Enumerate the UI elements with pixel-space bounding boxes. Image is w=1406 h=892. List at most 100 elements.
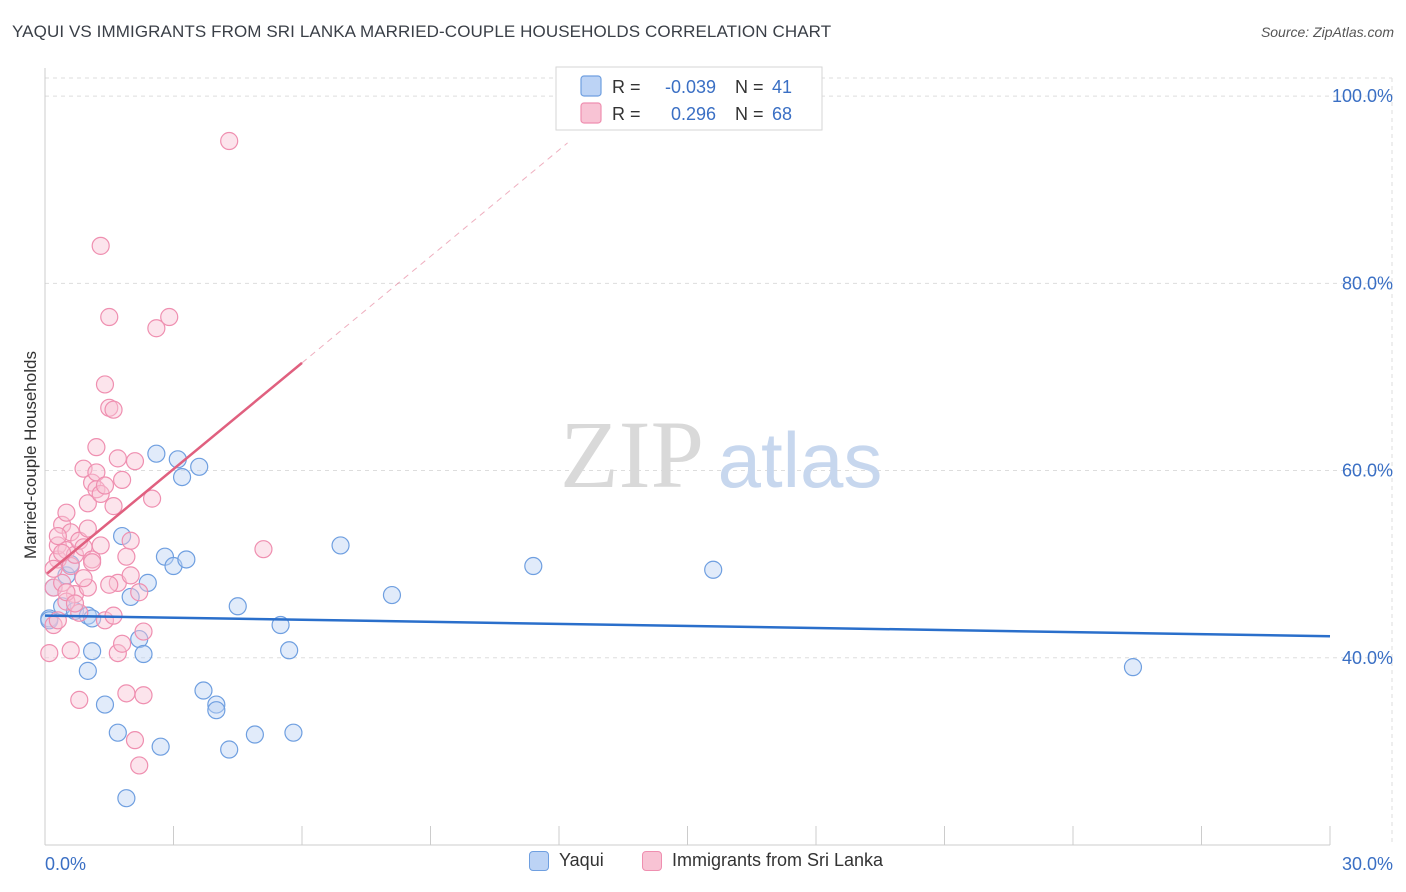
- sri-lanka-point: [74, 569, 93, 588]
- sri-lanka-point: [83, 553, 102, 572]
- legend-item-yaqui[interactable]: Yaqui: [529, 850, 604, 871]
- sri-lanka-point: [87, 438, 106, 457]
- yaqui-point: [190, 457, 209, 476]
- yaqui-point: [271, 615, 290, 635]
- sri-lanka-point: [117, 684, 136, 703]
- sri-lanka-point: [57, 503, 76, 522]
- yaqui-point: [134, 644, 153, 664]
- bottom-legend: Yaqui Immigrants from Sri Lanka: [0, 850, 1406, 880]
- sri-lanka-point: [160, 307, 179, 327]
- sri-lanka-point: [91, 484, 110, 504]
- sri-lanka-point: [220, 131, 239, 151]
- yaqui-point: [121, 587, 140, 607]
- sri-lanka-point: [121, 531, 140, 550]
- legend-item-sri-lanka[interactable]: Immigrants from Sri Lanka: [642, 850, 883, 871]
- yaqui-point: [117, 789, 136, 808]
- sri-lanka-point: [117, 547, 136, 566]
- yaqui-point: [245, 725, 264, 744]
- sri-lanka-point: [53, 543, 72, 563]
- yaqui-point: [524, 556, 543, 576]
- sri-lanka-point: [112, 470, 132, 490]
- watermark-atlas: atlas: [718, 416, 883, 504]
- x-tick-label: 0.0%: [45, 854, 86, 874]
- sri-lanka-point: [40, 643, 59, 663]
- y-tick-label: 100.0%: [1332, 86, 1393, 106]
- sri-lanka-point: [48, 526, 67, 546]
- yaqui-point: [95, 695, 115, 714]
- yaqui-point: [83, 642, 102, 661]
- sri-lanka-point: [134, 622, 153, 641]
- y-axis-label: Married-couple Households: [21, 351, 40, 559]
- yaqui-point: [194, 681, 213, 700]
- y-tick-label: 60.0%: [1342, 461, 1393, 481]
- yaqui-point: [331, 536, 350, 555]
- sri-lanka-point: [87, 463, 106, 482]
- yaqui-point: [228, 597, 247, 616]
- sri-lanka-point: [78, 519, 97, 538]
- sri-lanka-point: [53, 573, 72, 592]
- stats-legend-pink-swatch: [580, 102, 602, 124]
- yaqui-point: [78, 661, 97, 680]
- sri-lanka-point: [130, 583, 149, 602]
- sri-lanka-point: [254, 540, 273, 559]
- sri-lanka-point: [95, 476, 115, 495]
- yaqui-point: [177, 550, 196, 569]
- sri-lanka-trend-line: [46, 361, 303, 575]
- stats-legend-n-value: 68: [772, 104, 792, 124]
- sri-lanka-point: [104, 497, 123, 516]
- legend-swatch-pink: [642, 850, 662, 871]
- watermark-zip: ZIP: [560, 401, 704, 508]
- sri-lanka-trend-line: [301, 142, 568, 364]
- sri-lanka-point: [108, 643, 127, 663]
- yaqui-point: [172, 467, 192, 487]
- sri-lanka-point: [91, 236, 110, 255]
- sri-lanka-point: [100, 575, 119, 594]
- stats-legend-r-label: R =: [612, 104, 641, 124]
- sri-lanka-point: [91, 536, 110, 555]
- sri-lanka-point: [130, 756, 149, 775]
- stats-legend-r-value: 0.296: [671, 104, 716, 124]
- y-tick-label: 80.0%: [1342, 273, 1393, 293]
- sri-lanka-point: [95, 375, 115, 394]
- y-tick-label: 40.0%: [1342, 648, 1393, 668]
- sri-lanka-point: [70, 690, 89, 709]
- yaqui-point: [1123, 658, 1143, 677]
- sri-lanka-point: [78, 494, 97, 513]
- sri-lanka-point: [125, 731, 145, 750]
- stats-legend-n-label: N =: [735, 104, 764, 124]
- sri-lanka-point: [104, 400, 123, 419]
- sri-lanka-point: [100, 307, 119, 327]
- stats-legend-n-label: N =: [735, 77, 764, 97]
- yaqui-point: [704, 560, 723, 579]
- watermark: ZIP atlas: [560, 401, 882, 508]
- yaqui-point: [108, 723, 127, 742]
- yaqui-point: [207, 701, 226, 720]
- sri-lanka-point: [61, 641, 80, 660]
- stats-legend-r-value: -0.039: [665, 77, 716, 97]
- sri-lanka-point: [134, 686, 153, 705]
- chart-title: YAQUI VS IMMIGRANTS FROM SRI LANKA MARRI…: [12, 22, 832, 41]
- tick-labels: 40.0% 60.0% 80.0% 100.0% 0.0% 30.0%: [45, 86, 1393, 874]
- sri-lanka-point: [125, 452, 145, 471]
- stats-legend-blue-swatch: [580, 75, 602, 97]
- yaqui-point: [284, 723, 303, 742]
- axes: [44, 68, 1331, 846]
- yaqui-point: [112, 526, 132, 546]
- sri-lanka-point: [112, 634, 132, 653]
- legend-swatch-blue: [529, 850, 549, 871]
- yaqui-point: [382, 585, 402, 605]
- source-credit: Source: ZipAtlas.com: [1260, 24, 1394, 40]
- sri-lanka-point: [78, 578, 97, 597]
- yaqui-point: [280, 641, 299, 660]
- stats-legend-r-label: R =: [612, 77, 641, 97]
- yaqui-trend-line: [44, 614, 1331, 638]
- x-tick-label: 30.0%: [1342, 854, 1393, 874]
- sri-lanka-point: [147, 319, 166, 338]
- sri-lanka-point: [121, 566, 140, 585]
- trend-lines: [44, 142, 1331, 638]
- legend-label-yaqui: Yaqui: [559, 850, 604, 870]
- yaqui-point: [151, 737, 170, 756]
- yaqui-point: [207, 695, 226, 714]
- sri-lanka-point: [142, 489, 162, 508]
